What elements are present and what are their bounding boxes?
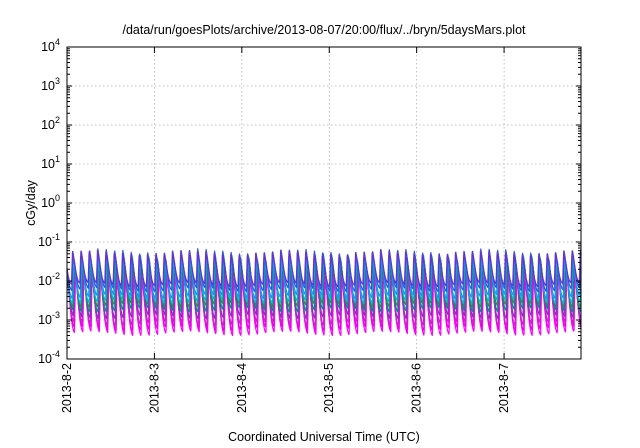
x-tick-label: 2013-8-2 xyxy=(60,363,74,413)
y-tick-label: 102 xyxy=(41,115,60,132)
series-line xyxy=(66,249,582,288)
y-tick-label: 104 xyxy=(41,37,60,54)
y-tick-label: 101 xyxy=(41,154,60,171)
axis-ticks xyxy=(66,46,581,360)
y-tick-label: 10-1 xyxy=(38,232,60,249)
x-tick-label: 2013-8-6 xyxy=(410,363,424,413)
y-tick-labels: 10-4 10-3 10-2 10-1 100 101 102 103 104 xyxy=(38,37,60,366)
y-tick-label: 10-4 xyxy=(38,349,60,366)
x-tick-labels: 2013-8-2 2013-8-3 2013-8-4 2013-8-5 2013-8-6… xyxy=(60,363,511,413)
y-tick-label: 10-3 xyxy=(38,310,60,327)
chart-title: /data/run/goesPlots/archive/2013-08-07/2… xyxy=(122,23,526,37)
y-axis-label: cGy/day xyxy=(24,179,38,226)
x-tick-label: 2013-8-3 xyxy=(147,363,161,413)
x-tick-label: 2013-8-5 xyxy=(322,363,336,413)
x-tick-label: 2013-8-4 xyxy=(235,363,249,413)
x-tick-label: 2013-8-7 xyxy=(497,363,511,413)
y-tick-label: 100 xyxy=(41,193,60,210)
y-tick-label: 10-2 xyxy=(38,271,60,288)
data-series xyxy=(66,248,582,337)
x-axis-label: Coordinated Universal Time (UTC) xyxy=(228,430,420,444)
y-tick-label: 103 xyxy=(41,76,60,93)
